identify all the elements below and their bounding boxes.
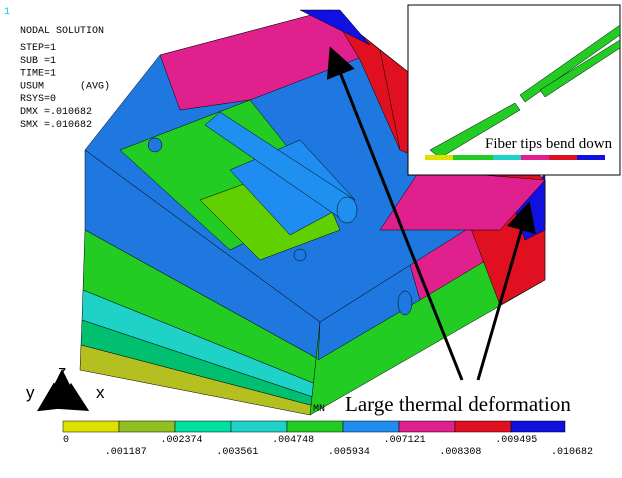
solution-info-line: RSYS=0 — [20, 94, 56, 105]
inset: Fiber tips bend down — [408, 5, 620, 175]
colorbar — [63, 421, 565, 432]
solution-info-line: SMX =.010682 — [20, 120, 92, 131]
solution-info-line: STEP=1 — [20, 43, 56, 54]
colorbar-label: .009495 — [495, 435, 537, 446]
triad-z: z — [58, 362, 67, 381]
view-number: 1 — [4, 7, 10, 18]
solution-info-line: DMX =.010682 — [20, 107, 92, 118]
annotation: Large thermal deformation — [345, 392, 571, 416]
colorbar-label: .004748 — [272, 435, 314, 446]
ansys-plot: 1 MN NODAL SOLUTION STEP=1SUB =1TIME=1US — [0, 0, 622, 478]
solution-info-line: SUB =1 — [20, 56, 56, 67]
triad-x: x — [96, 383, 105, 402]
triad-y: y — [26, 383, 35, 402]
min-marker: MN — [313, 404, 325, 415]
colorbar-label: .002374 — [161, 435, 203, 446]
solution-info-line: TIME=1 — [20, 69, 56, 80]
colorbar-label: .005934 — [328, 447, 370, 458]
colorbar-label: .007121 — [384, 435, 426, 446]
solution-info-line: USUM (AVG) — [20, 80, 110, 92]
colorbar-label: .001187 — [105, 447, 147, 458]
colorbar-label: .010682 — [551, 447, 593, 458]
colorbar-label: .003561 — [216, 447, 258, 458]
colorbar-label: 0 — [63, 435, 69, 446]
solution-title: NODAL SOLUTION — [20, 26, 104, 37]
inset-caption: Fiber tips bend down — [485, 136, 613, 152]
colorbar-label: .008308 — [439, 447, 481, 458]
